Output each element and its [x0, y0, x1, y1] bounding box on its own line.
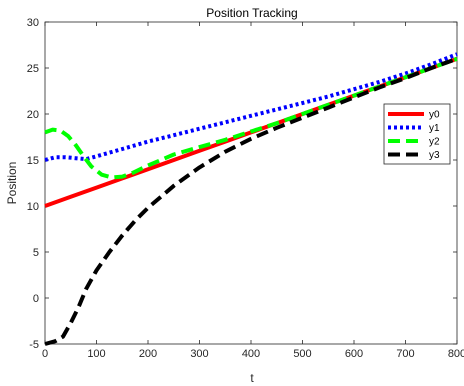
legend-label-y0: y0	[429, 110, 440, 121]
legend-label-y1: y1	[429, 123, 440, 134]
x-tick-label: 300	[190, 348, 208, 360]
legend: y0 y1 y2 y3	[383, 103, 451, 165]
x-tick-label: 500	[293, 348, 311, 360]
x-tick-label: 800	[448, 348, 464, 360]
x-tick-label: 400	[242, 348, 260, 360]
y-tick-label: 15	[27, 155, 39, 167]
y-tick-label: 0	[33, 293, 39, 305]
legend-label-y3: y3	[429, 150, 440, 161]
y-tick-label: 30	[27, 17, 39, 29]
y-tick-label: -5	[29, 339, 39, 351]
x-axis-label: t	[250, 371, 254, 385]
x-tick-label: 200	[139, 348, 157, 360]
y-tick-label: 10	[27, 201, 39, 213]
x-tick-label: 600	[345, 348, 363, 360]
y-axis-label: Position	[5, 162, 19, 205]
series-line-y3	[44, 56, 458, 346]
x-tick-label: 100	[87, 348, 105, 360]
x-tick-label: 700	[396, 348, 414, 360]
legend-label-y2: y2	[429, 137, 440, 148]
y-tick-label: 20	[27, 109, 39, 121]
series-layer	[44, 52, 458, 346]
y-tick-label: 5	[33, 247, 39, 259]
chart-title: Position Tracking	[206, 6, 297, 20]
x-tick-label: 0	[42, 348, 48, 360]
y-tick-label: 25	[27, 63, 39, 75]
